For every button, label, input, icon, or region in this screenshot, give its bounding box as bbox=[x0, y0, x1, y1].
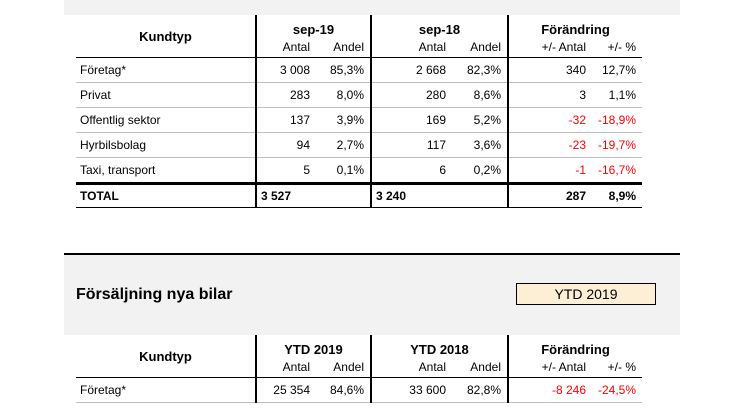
row-label: Offentlig sektor bbox=[76, 107, 256, 133]
antal-cell: 94 bbox=[255, 132, 316, 158]
kundtyp-header: Kundtyp bbox=[139, 28, 192, 44]
table-row: Företag* 25 354 84,6% 33 600 82,8% -8 246 -24,… bbox=[76, 377, 642, 403]
andel-cell: 85,3% bbox=[316, 57, 371, 83]
antal-cell: 137 bbox=[255, 107, 316, 133]
antal-cell: 25 354 bbox=[255, 377, 316, 403]
antal-header: Antal bbox=[370, 37, 452, 58]
change-pct-header: +/- % bbox=[607, 360, 636, 374]
andel-cell: 3,6% bbox=[452, 132, 508, 158]
change-antal-header: +/- Antal bbox=[507, 37, 592, 58]
total-change-antal-cell: 287 bbox=[507, 182, 592, 208]
change-antal-cell: 3 bbox=[507, 82, 592, 108]
antal-cell: 6 bbox=[370, 157, 452, 184]
antal-header: Antal bbox=[255, 357, 316, 378]
antal-cell: 2 668 bbox=[370, 57, 452, 83]
empty-cell bbox=[452, 182, 508, 208]
change-pct-header: +/- % bbox=[607, 40, 636, 54]
change-header: Förändring bbox=[507, 335, 642, 357]
kundtyp-table-sep: Kundtyp sep-19 sep-18 Förändring Antal Andel A… bbox=[76, 15, 642, 208]
change-pct-cell: -24,5% bbox=[592, 377, 642, 403]
andel-header: Andel bbox=[470, 40, 501, 54]
table-row: Offentlig sektor 137 3,9% 169 5,2% -32 -18,9% bbox=[76, 107, 642, 133]
change-pct-cell: -16,7% bbox=[592, 157, 642, 184]
antal-header: Antal bbox=[255, 37, 316, 58]
change-header: Förändring bbox=[507, 15, 642, 37]
table-row: Privat 283 8,0% 280 8,6% 3 1,1% bbox=[76, 82, 642, 108]
andel-cell: 82,3% bbox=[452, 57, 508, 83]
row-label: Företag* bbox=[76, 377, 256, 403]
change-antal-cell: -8 246 bbox=[507, 377, 592, 403]
andel-cell: 2,7% bbox=[316, 132, 371, 158]
change-antal-cell: 340 bbox=[507, 57, 592, 83]
row-label: Hyrbilsbolag bbox=[76, 132, 256, 158]
andel-cell: 84,6% bbox=[316, 377, 371, 403]
change-pct-cell: -19,7% bbox=[592, 132, 642, 158]
kundtyp-table-ytd: Kundtyp YTD 2019 YTD 2018 Förändring Antal An… bbox=[76, 335, 642, 403]
andel-cell: 8,6% bbox=[452, 82, 508, 108]
andel-cell: 82,8% bbox=[452, 377, 508, 403]
total-antal-cell: 3 240 bbox=[370, 182, 452, 208]
antal-header: Antal bbox=[370, 357, 452, 378]
andel-cell: 5,2% bbox=[452, 107, 508, 133]
andel-header: Andel bbox=[470, 360, 501, 374]
antal-cell: 3 008 bbox=[255, 57, 316, 83]
antal-cell: 283 bbox=[255, 82, 316, 108]
subheader-row: Antal Andel Antal Andel +/- Antal +/- % bbox=[76, 37, 642, 58]
total-label: TOTAL bbox=[76, 182, 256, 208]
period-header: sep-19 bbox=[255, 15, 371, 37]
andel-header: Andel bbox=[333, 40, 364, 54]
antal-cell: 280 bbox=[370, 82, 452, 108]
change-antal-cell: -1 bbox=[507, 157, 592, 184]
change-antal-cell: -23 bbox=[507, 132, 592, 158]
row-label: Företag* bbox=[76, 57, 256, 83]
antal-cell: 33 600 bbox=[370, 377, 452, 403]
row-label: Taxi, transport bbox=[76, 157, 256, 184]
period-header: sep-18 bbox=[370, 15, 508, 37]
change-antal-cell: -32 bbox=[507, 107, 592, 133]
change-pct-cell: 12,7% bbox=[592, 57, 642, 83]
andel-cell: 0,2% bbox=[452, 157, 508, 184]
subheader-row: Antal Andel Antal Andel +/- Antal +/- % bbox=[76, 357, 642, 378]
period-header: YTD 2018 bbox=[370, 335, 508, 357]
andel-cell: 8,0% bbox=[316, 82, 371, 108]
table-row: Hyrbilsbolag 94 2,7% 117 3,6% -23 -19,7% bbox=[76, 132, 642, 158]
antal-cell: 169 bbox=[370, 107, 452, 133]
header-row: Kundtyp YTD 2019 YTD 2018 Förändring bbox=[76, 335, 642, 364]
table-row: Taxi, transport 5 0,1% 6 0,2% -1 -16,7% bbox=[76, 157, 642, 184]
andel-cell: 0,1% bbox=[316, 157, 371, 184]
total-row: TOTAL 3 527 3 240 287 8,9% bbox=[76, 182, 642, 208]
antal-cell: 5 bbox=[255, 157, 316, 184]
period-header: YTD 2019 bbox=[255, 335, 371, 357]
empty-cell bbox=[316, 182, 371, 208]
top-panel-strip bbox=[64, 0, 680, 15]
antal-cell: 117 bbox=[370, 132, 452, 158]
section-divider bbox=[64, 253, 680, 255]
change-pct-cell: -18,9% bbox=[592, 107, 642, 133]
table-row: Företag* 3 008 85,3% 2 668 82,3% 340 12,7% bbox=[76, 57, 642, 83]
row-label: Privat bbox=[76, 82, 256, 108]
change-antal-header: +/- Antal bbox=[507, 357, 592, 378]
kundtyp-header: Kundtyp bbox=[139, 348, 192, 364]
change-pct-cell: 1,1% bbox=[592, 82, 642, 108]
andel-cell: 3,9% bbox=[316, 107, 371, 133]
section-title: Försäljning nya bilar bbox=[76, 286, 233, 303]
andel-header: Andel bbox=[333, 360, 364, 374]
header-row: Kundtyp sep-19 sep-18 Förändring bbox=[76, 15, 642, 44]
period-selector[interactable]: YTD 2019 bbox=[516, 283, 656, 305]
total-antal-cell: 3 527 bbox=[255, 182, 316, 208]
total-change-pct-cell: 8,9% bbox=[592, 182, 642, 208]
